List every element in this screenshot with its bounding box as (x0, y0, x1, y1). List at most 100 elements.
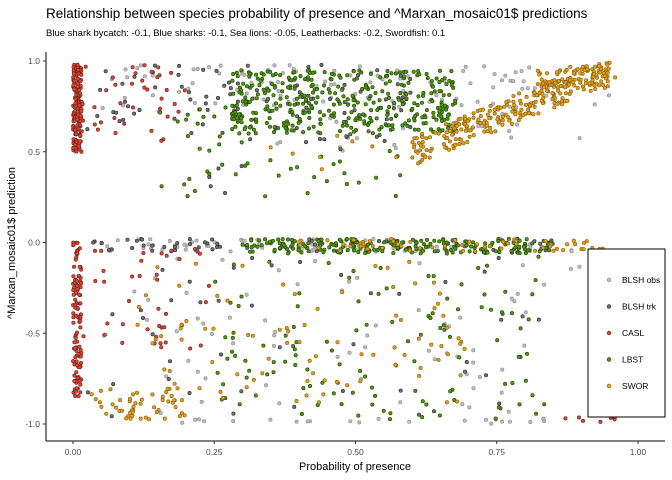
data-point-swor (518, 98, 523, 103)
data-point-lbst (400, 123, 405, 128)
data-point-swor (99, 388, 104, 393)
data-point-lbst (337, 101, 342, 106)
data-point-lbst (306, 126, 311, 131)
data-point-casl (79, 360, 84, 365)
data-point-swor (420, 140, 425, 145)
data-point-lbst (426, 273, 431, 278)
data-point-lbst (432, 89, 437, 94)
data-point-lbst (185, 112, 190, 117)
data-point-swor (478, 114, 483, 119)
data-point-lbst (384, 74, 389, 79)
data-point-blsh-obs (592, 102, 597, 107)
data-point-lbst (197, 107, 202, 112)
data-point-lbst (495, 338, 500, 343)
data-point-lbst (485, 250, 490, 255)
data-point-lbst (234, 70, 239, 75)
data-point-casl (71, 83, 76, 88)
data-point-swor (135, 390, 140, 395)
data-point-swor (432, 306, 437, 311)
data-point-lbst (393, 71, 398, 76)
data-point-casl (95, 127, 100, 132)
data-point-lbst (387, 417, 392, 422)
data-point-lbst (373, 91, 378, 96)
data-point-blsh-trk (220, 130, 225, 135)
data-point-blsh-obs (475, 99, 480, 104)
data-point-lbst (233, 124, 238, 129)
data-point-swor (297, 340, 302, 345)
data-point-swor (436, 131, 441, 136)
data-point-swor (172, 381, 177, 386)
data-point-casl (122, 121, 127, 126)
data-point-swor (394, 155, 399, 160)
data-point-casl (102, 279, 107, 284)
data-point-lbst (268, 239, 273, 244)
data-point-casl (71, 288, 76, 293)
data-point-lbst (469, 244, 474, 249)
data-point-swor (513, 112, 518, 117)
data-point-casl (73, 297, 78, 302)
data-point-blsh-trk (298, 259, 303, 264)
data-point-casl (78, 348, 83, 353)
data-point-lbst (517, 238, 522, 243)
data-point-lbst (265, 104, 270, 109)
data-point-blsh-trk (231, 411, 236, 416)
data-point-lbst (377, 98, 382, 103)
data-point-blsh-obs (523, 310, 528, 315)
data-point-swor (600, 83, 605, 88)
data-point-casl (77, 144, 82, 149)
data-point-swor (516, 118, 521, 123)
data-point-lbst (370, 131, 375, 136)
data-point-blsh-obs (202, 419, 207, 424)
data-point-swor (532, 90, 537, 95)
data-point-lbst (437, 89, 442, 94)
data-point-casl (76, 351, 81, 356)
data-point-casl (73, 303, 78, 308)
data-point-blsh-obs (471, 348, 476, 353)
data-point-lbst (272, 247, 277, 252)
data-point-blsh-obs (328, 82, 333, 87)
data-point-lbst (326, 108, 331, 113)
data-point-blsh-obs (332, 68, 337, 73)
data-point-blsh-trk (215, 245, 220, 250)
data-point-lbst (213, 279, 218, 284)
data-point-blsh-trk (188, 242, 193, 247)
data-point-lbst (483, 241, 488, 246)
data-point-lbst (295, 165, 300, 170)
data-point-casl (76, 394, 81, 399)
data-point-swor (416, 161, 421, 166)
data-point-blsh-obs (275, 80, 280, 85)
data-point-blsh-trk (208, 184, 213, 189)
data-point-casl (197, 251, 202, 256)
data-point-lbst (290, 242, 295, 247)
data-point-swor (311, 371, 316, 376)
data-point-lbst (337, 129, 342, 134)
data-point-swor (588, 88, 593, 93)
data-point-blsh-obs (150, 73, 155, 78)
data-point-swor (345, 383, 350, 388)
data-point-lbst (385, 112, 390, 117)
data-point-casl (75, 251, 80, 256)
data-point-lbst (312, 175, 317, 180)
data-point-blsh-obs (231, 419, 236, 424)
data-point-blsh-trk (95, 114, 100, 119)
data-point-lbst (237, 90, 242, 95)
data-point-casl (159, 138, 164, 143)
data-point-lbst (263, 194, 268, 199)
data-point-swor (506, 115, 511, 120)
data-point-casl (71, 146, 76, 151)
data-point-lbst (320, 380, 325, 385)
data-point-blsh-obs (417, 261, 422, 266)
data-point-swor (561, 248, 566, 253)
data-point-lbst (418, 332, 423, 337)
data-point-swor (155, 265, 160, 270)
data-point-swor (221, 395, 226, 400)
data-point-blsh-obs (271, 343, 276, 348)
data-point-casl (598, 419, 603, 424)
data-point-lbst (365, 123, 370, 128)
data-point-casl (162, 325, 167, 330)
data-point-swor (558, 84, 563, 89)
data-point-casl (71, 311, 76, 316)
data-point-casl (156, 306, 161, 311)
data-point-blsh-trk (536, 317, 541, 322)
data-point-swor (179, 337, 184, 342)
